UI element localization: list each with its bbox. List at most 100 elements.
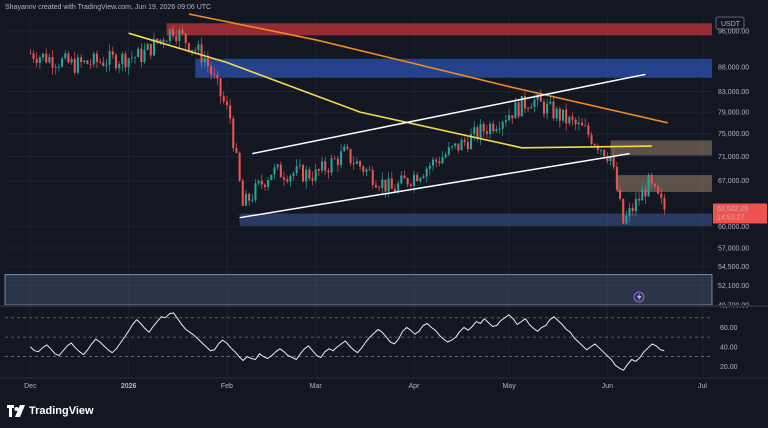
candle bbox=[422, 173, 425, 179]
candle-body bbox=[327, 170, 330, 173]
candle-body bbox=[172, 29, 175, 37]
candle bbox=[314, 163, 317, 183]
candle-body bbox=[447, 147, 450, 155]
candle bbox=[365, 167, 368, 177]
candle bbox=[384, 179, 387, 198]
price-axis-label: 96,000.00 bbox=[718, 28, 749, 35]
candle-body bbox=[213, 74, 216, 76]
candle-body bbox=[482, 124, 485, 132]
candle-body bbox=[568, 116, 571, 124]
candle bbox=[197, 40, 200, 54]
candle-body bbox=[210, 66, 213, 75]
candle-body bbox=[533, 99, 536, 107]
candle bbox=[612, 149, 615, 170]
tradingview-logo-icon bbox=[7, 405, 25, 417]
candle-body bbox=[495, 129, 498, 132]
candle bbox=[225, 95, 228, 110]
candle-body bbox=[38, 57, 41, 63]
candle bbox=[311, 171, 314, 186]
candle bbox=[660, 187, 663, 204]
zone-support-blue bbox=[239, 213, 712, 226]
candle bbox=[403, 170, 406, 179]
candle-body bbox=[571, 116, 574, 120]
candle bbox=[362, 164, 365, 176]
candle bbox=[590, 132, 593, 146]
candle bbox=[165, 39, 168, 42]
candle bbox=[615, 162, 618, 191]
candle bbox=[321, 156, 324, 174]
candle bbox=[634, 192, 637, 217]
zone-fvg-lower bbox=[616, 175, 712, 193]
candle-body bbox=[282, 177, 286, 180]
candle bbox=[57, 63, 60, 72]
candle-body bbox=[504, 120, 507, 123]
candle-body bbox=[412, 174, 416, 186]
candle bbox=[349, 148, 352, 166]
candle bbox=[308, 167, 311, 181]
candle-body bbox=[460, 139, 463, 151]
candle bbox=[121, 51, 124, 72]
candle-body bbox=[362, 166, 365, 172]
candle bbox=[596, 143, 599, 154]
time-axis-label: Jul bbox=[698, 383, 707, 390]
candle-body bbox=[333, 158, 336, 160]
candle-body bbox=[558, 108, 561, 121]
candle bbox=[64, 50, 67, 61]
candle bbox=[603, 149, 606, 158]
candle-body bbox=[286, 179, 289, 182]
candle bbox=[137, 46, 140, 58]
candle-body bbox=[203, 57, 206, 63]
candle bbox=[346, 144, 349, 151]
candle-body bbox=[70, 58, 73, 63]
chart-header-caption: Shayannv created with TradingView.com, J… bbox=[5, 4, 212, 11]
price-axis-label: 71,000.00 bbox=[718, 154, 749, 161]
candle bbox=[381, 172, 384, 195]
candle bbox=[48, 53, 51, 64]
candle bbox=[235, 143, 238, 154]
candle-body bbox=[83, 60, 86, 63]
candle bbox=[181, 25, 184, 36]
candle-body bbox=[371, 170, 374, 185]
candle-body bbox=[612, 156, 615, 167]
candle bbox=[61, 56, 64, 68]
candle-body bbox=[270, 174, 273, 181]
candle bbox=[393, 184, 396, 193]
candle bbox=[105, 59, 108, 73]
candle-body bbox=[143, 49, 146, 63]
candle bbox=[222, 91, 225, 105]
candle bbox=[45, 48, 48, 64]
candle-body bbox=[244, 193, 247, 206]
tradingview-logo[interactable]: TradingView bbox=[7, 405, 94, 417]
candle bbox=[298, 159, 301, 170]
candle bbox=[146, 42, 149, 51]
candle bbox=[431, 156, 435, 172]
channel-line-upper bbox=[252, 73, 646, 155]
candle bbox=[498, 121, 501, 134]
candle-body bbox=[346, 146, 349, 149]
candle bbox=[482, 121, 485, 138]
candle bbox=[203, 51, 206, 68]
candle bbox=[359, 160, 362, 171]
candle bbox=[565, 103, 568, 131]
candle bbox=[162, 37, 165, 48]
candle bbox=[35, 52, 38, 68]
candle bbox=[292, 171, 295, 181]
candle-body bbox=[292, 173, 295, 176]
candle bbox=[251, 194, 254, 203]
candle-body bbox=[596, 145, 599, 151]
candle bbox=[561, 109, 565, 124]
candle bbox=[650, 172, 653, 189]
candle-body bbox=[660, 193, 663, 198]
price-axis-label: 54,500.00 bbox=[718, 264, 749, 271]
time-axis-label: May bbox=[502, 383, 516, 390]
candle-body bbox=[42, 53, 45, 58]
candle-body bbox=[64, 53, 67, 59]
candle bbox=[622, 198, 625, 225]
candle bbox=[479, 119, 482, 146]
candle-body bbox=[89, 64, 92, 65]
candle bbox=[32, 50, 35, 63]
candle-body bbox=[349, 148, 352, 164]
candle-body bbox=[260, 180, 263, 185]
